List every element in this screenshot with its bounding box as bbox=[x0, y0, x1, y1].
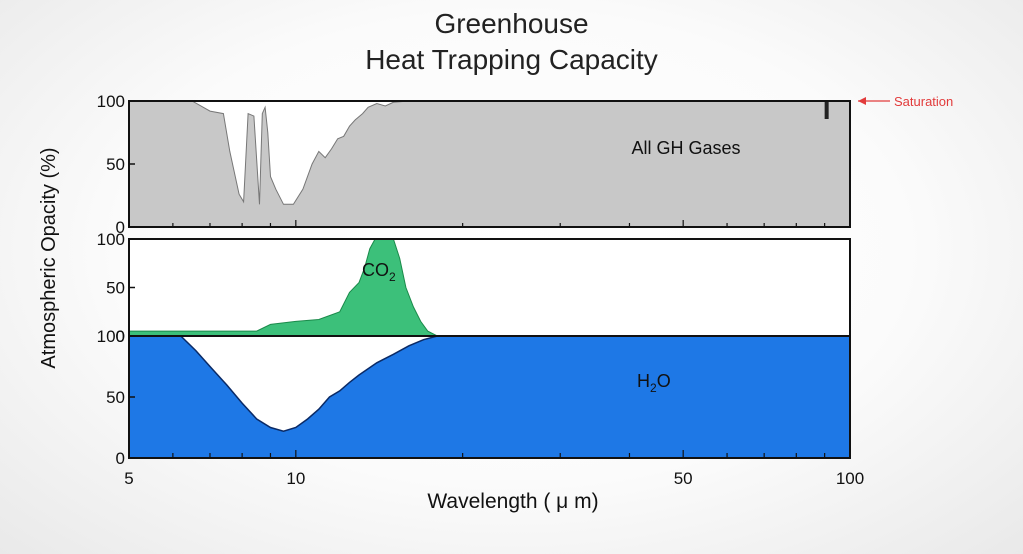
saturation-arrow-head bbox=[858, 97, 866, 105]
top-ytick-label-100: 100 bbox=[97, 92, 125, 111]
y-axis-title: Atmospheric Opacity (%) bbox=[38, 147, 60, 368]
middle-ytick-label-50: 50 bbox=[106, 279, 125, 298]
h2o-area bbox=[128, 335, 851, 459]
top-ytick-label-0: 0 bbox=[116, 218, 125, 237]
bottom-ytick-label-100: 100 bbox=[97, 327, 125, 346]
xtick-label-5: 5 bbox=[124, 469, 133, 488]
lower-panels-frame bbox=[128, 238, 851, 459]
xtick-label-50: 50 bbox=[674, 469, 693, 488]
middle-ytick-label-100: 100 bbox=[97, 230, 125, 249]
xtick-label-100: 100 bbox=[836, 469, 864, 488]
middle-ytick-label-0: 0 bbox=[116, 327, 125, 346]
saturation-label: Saturation bbox=[894, 94, 953, 109]
middle-panel-background bbox=[129, 239, 850, 336]
top-ytick-label-50: 50 bbox=[106, 155, 125, 174]
chart-title-line-1: Greenhouse bbox=[434, 8, 589, 39]
all-gh-gases-area bbox=[128, 100, 851, 228]
h2o-label: H2O bbox=[637, 371, 671, 395]
all-gh-gases-notch bbox=[824, 101, 829, 119]
bottom-ytick-label-50: 50 bbox=[106, 388, 125, 407]
all-gh-gases-label: All GH Gases bbox=[631, 138, 740, 158]
bottom-ytick-label-0: 0 bbox=[116, 449, 125, 468]
chart-title-line-2: Heat Trapping Capacity bbox=[365, 44, 658, 75]
xtick-label-10: 10 bbox=[286, 469, 305, 488]
co2-label: CO2 bbox=[362, 260, 396, 284]
x-axis-title: Wavelength ( μ m) bbox=[427, 490, 598, 513]
